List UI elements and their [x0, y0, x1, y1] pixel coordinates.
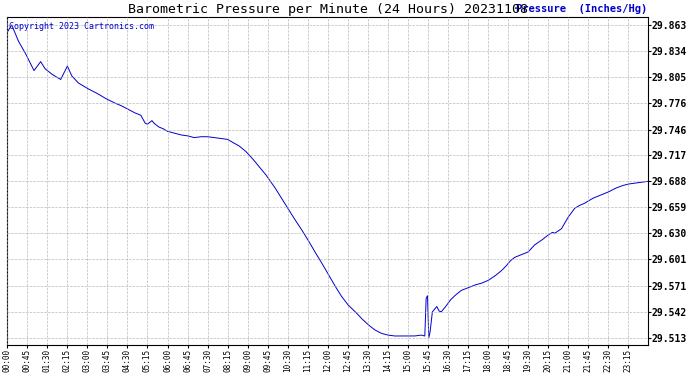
Text: Pressure  (Inches/Hg): Pressure (Inches/Hg) [516, 4, 647, 13]
Text: Copyright 2023 Cartronics.com: Copyright 2023 Cartronics.com [8, 22, 154, 31]
Title: Barometric Pressure per Minute (24 Hours) 20231108: Barometric Pressure per Minute (24 Hours… [128, 3, 528, 16]
